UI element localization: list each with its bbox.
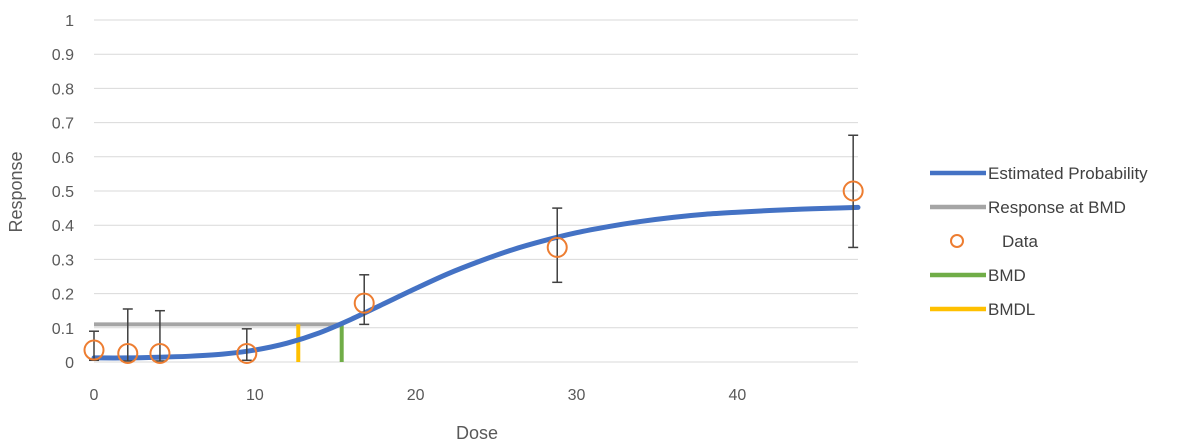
x-tick-label: 20 [407, 387, 425, 404]
plot-series [91, 204, 861, 362]
y-tick-label: 0 [65, 355, 74, 372]
data-point [83, 339, 105, 361]
data-point [236, 342, 258, 364]
y-tick-label: 0.7 [52, 116, 74, 133]
legend-marker-data [950, 234, 964, 248]
data-point [546, 236, 568, 258]
legend-label: BMDL [988, 300, 1035, 319]
legend-label: Estimated Probability [988, 164, 1148, 183]
y-tick-label: 0.6 [52, 150, 74, 167]
legend-label: Data [1002, 232, 1038, 251]
data-point [353, 292, 375, 314]
y-tick-label: 0.4 [52, 218, 74, 235]
y-axis-title: Response [6, 151, 26, 232]
legend-label: Response at BMD [988, 198, 1126, 217]
y-tick-label: 0.5 [52, 184, 74, 201]
data-point [149, 342, 171, 364]
x-tick-label: 0 [90, 387, 99, 404]
estimated-probability-curve [91, 204, 861, 361]
x-tick-label: 40 [728, 387, 746, 404]
y-tick-label: 0.1 [52, 321, 74, 338]
x-tick-label: 30 [568, 387, 586, 404]
legend: Estimated Probability Response at BMD Data… [930, 164, 1148, 319]
error-bars [89, 134, 859, 362]
data-point [117, 342, 139, 364]
y-tick-label: 0.3 [52, 252, 74, 269]
y-axis-ticks: 0 0.1 0.2 0.3 0.4 0.5 0.6 0.7 0.8 0.9 1 [52, 13, 74, 372]
x-axis-title: Dose [456, 423, 498, 443]
y-tick-label: 1 [65, 13, 74, 30]
y-tick-label: 0.2 [52, 287, 74, 304]
y-tick-label: 0.9 [52, 47, 74, 64]
x-axis-ticks: 0 10 20 30 40 [90, 387, 747, 404]
legend-label: BMD [988, 266, 1026, 285]
x-tick-label: 10 [246, 387, 264, 404]
data-markers [83, 180, 864, 364]
data-point [842, 180, 864, 202]
y-tick-label: 0.8 [52, 81, 74, 98]
gridlines [94, 19, 858, 363]
